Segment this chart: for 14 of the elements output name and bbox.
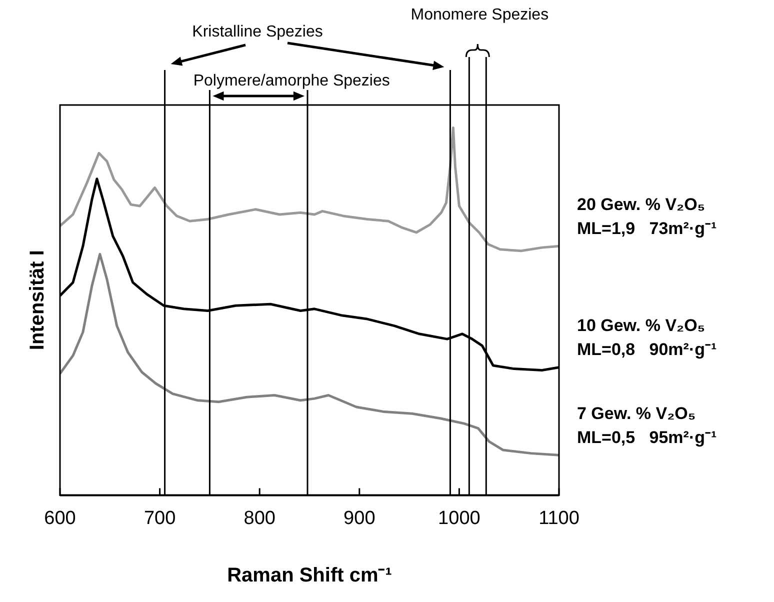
- x-tick-label: 1000: [438, 508, 480, 529]
- series-label: 7 Gew. % V₂O₅ ML=0,5 95m²·g⁻¹: [577, 404, 718, 447]
- x-tick-label: 1100: [538, 508, 580, 529]
- x-axis-title: Raman Shift cm⁻¹: [227, 564, 392, 587]
- x-tick-label: 700: [144, 508, 176, 529]
- series-label: 20 Gew. % V₂O₅ ML=1,9 73m²·g⁻¹: [577, 194, 718, 238]
- text: Polymere/amorphe Spezies: [193, 72, 390, 90]
- text: Kristalline Spezies: [192, 23, 323, 40]
- x-tick-label: 900: [344, 508, 376, 529]
- x-tick-label: 600: [44, 508, 76, 529]
- series-label: 10 Gew. % V₂O₅ ML=0,8 90m²·g⁻¹: [577, 316, 718, 360]
- text: Monomere Spezies: [410, 6, 549, 24]
- y-axis-title: Intensität I: [26, 250, 49, 350]
- x-tick-label: 800: [244, 508, 276, 529]
